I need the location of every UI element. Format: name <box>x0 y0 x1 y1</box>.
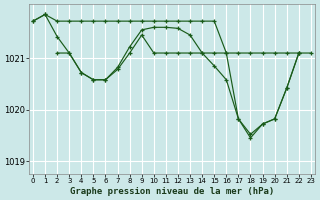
X-axis label: Graphe pression niveau de la mer (hPa): Graphe pression niveau de la mer (hPa) <box>70 187 274 196</box>
